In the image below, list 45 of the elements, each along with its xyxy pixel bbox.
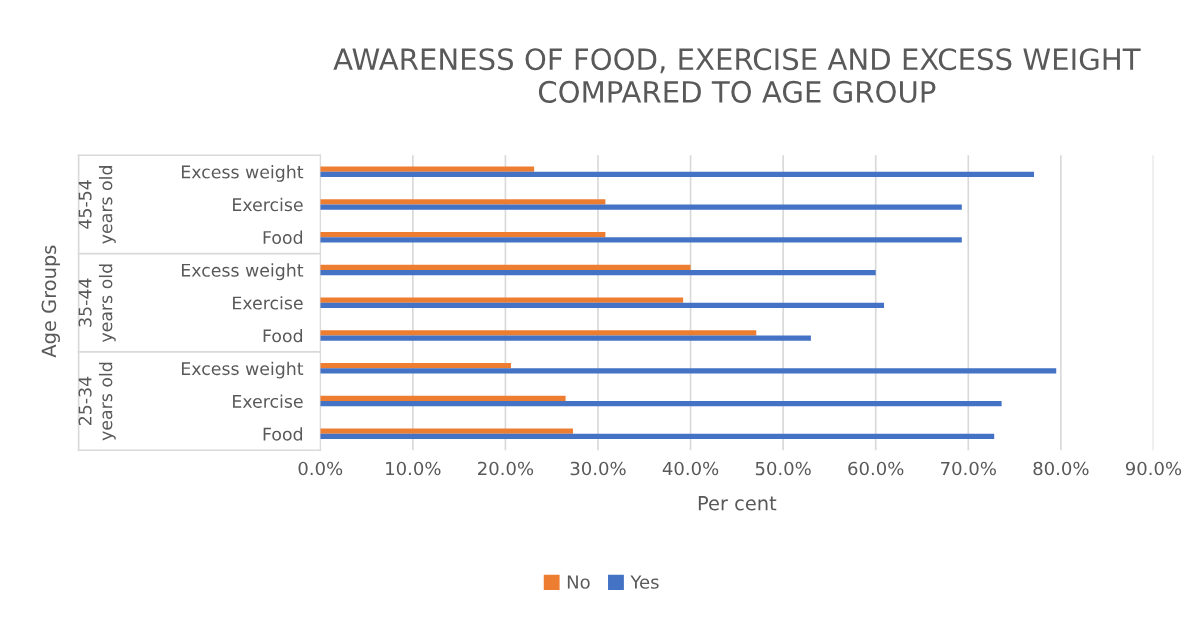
x-tick-label: 10.0% xyxy=(386,461,441,476)
bar xyxy=(320,428,573,434)
x-tick-label: 20.0% xyxy=(478,461,534,476)
bar xyxy=(320,264,691,270)
x-tick-label: 40.0% xyxy=(662,461,719,476)
bar xyxy=(320,330,757,336)
bar xyxy=(320,199,606,205)
bar xyxy=(320,231,606,238)
bar xyxy=(320,395,566,402)
bar xyxy=(320,401,1002,407)
x-tick-label: 0.0% xyxy=(298,461,343,476)
x-tick-label: 90.0% xyxy=(1125,461,1182,476)
bar xyxy=(320,166,535,172)
bar xyxy=(320,335,811,341)
text: 45-54 years old xyxy=(78,166,116,244)
y-tick-label: Exercise xyxy=(233,197,303,212)
bar xyxy=(320,433,995,440)
x-tick-label: 60.0% xyxy=(848,461,904,476)
x-axis-title: Per cent xyxy=(698,496,777,511)
chart-title: AWARENESS OF FOOD, EXERCISE AND EXCESS WEIGHT COMPARED TO AGE GROUP xyxy=(333,48,1141,103)
bar xyxy=(320,269,876,276)
y-tick-label: Excess weight xyxy=(181,361,304,379)
y-tick-label: Food xyxy=(263,328,303,343)
y-tick-label: Exercise xyxy=(233,394,303,408)
x-tick-label: 50.0% xyxy=(755,461,811,476)
bar xyxy=(320,171,1035,177)
text: 35-44 years old xyxy=(78,264,116,343)
bar xyxy=(320,237,962,243)
legend-label: No xyxy=(567,575,590,589)
bar xyxy=(320,297,684,303)
y-tick-label: Food xyxy=(263,427,303,441)
y-tick-label: Exercise xyxy=(233,296,303,310)
y-tick-label: Food xyxy=(263,230,303,245)
bar xyxy=(320,204,962,210)
text: 25-34 years old xyxy=(78,362,116,441)
y-tick-label: Excess weight xyxy=(181,165,304,182)
x-tick-label: 70.0% xyxy=(941,461,996,476)
x-tick-label: 30.0% xyxy=(570,461,626,476)
y-tick-label: Excess weight xyxy=(181,263,304,281)
bar xyxy=(320,363,511,369)
text: Age Groups xyxy=(41,245,60,358)
bar xyxy=(320,368,1057,374)
legend-label: Yes xyxy=(630,575,659,589)
x-tick-label: 80.0% xyxy=(1033,461,1089,476)
bar xyxy=(320,302,885,308)
